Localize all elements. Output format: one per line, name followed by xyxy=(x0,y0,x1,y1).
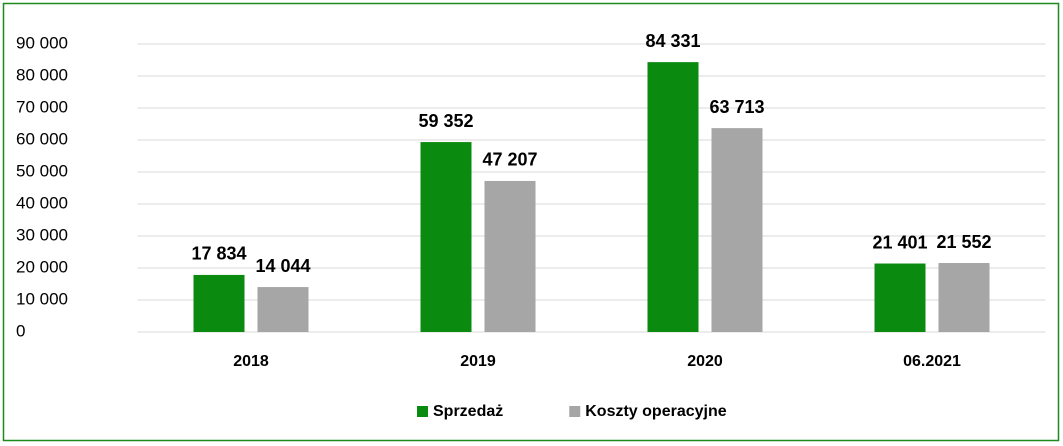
bar xyxy=(484,180,536,332)
legend-swatch xyxy=(569,406,581,417)
y-tick-label: 30 000 xyxy=(16,225,68,244)
y-tick-label: 50 000 xyxy=(16,161,68,180)
data-label: 63 713 xyxy=(709,97,764,117)
y-tick-label: 10 000 xyxy=(16,289,68,308)
data-label: 21 552 xyxy=(936,232,991,252)
data-label: 21 401 xyxy=(872,232,927,252)
data-label: 59 352 xyxy=(418,111,473,131)
y-tick-label: 20 000 xyxy=(16,257,68,276)
y-tick-label: 40 000 xyxy=(16,193,68,212)
y-tick-label: 80 000 xyxy=(16,65,68,84)
y-tick-label: 0 xyxy=(16,321,25,340)
y-tick-label: 60 000 xyxy=(16,129,68,148)
x-tick-label: 2020 xyxy=(687,353,723,370)
y-tick-label: 70 000 xyxy=(16,97,68,116)
x-tick-label: 2018 xyxy=(233,353,269,370)
bar xyxy=(711,128,763,332)
x-tick-label: 2019 xyxy=(460,353,496,370)
bar xyxy=(257,287,309,332)
legend-label: Koszty operacyjne xyxy=(585,403,726,420)
data-label: 47 207 xyxy=(482,150,537,170)
bar xyxy=(420,142,472,332)
data-label: 84 331 xyxy=(645,31,700,51)
legend-label: Sprzedaż xyxy=(433,403,503,420)
data-label: 17 834 xyxy=(191,244,246,264)
legend-swatch xyxy=(417,406,428,417)
x-tick-label: 06.2021 xyxy=(903,353,961,370)
bar xyxy=(647,62,699,332)
bar xyxy=(938,263,990,332)
data-label: 14 044 xyxy=(255,256,310,276)
bar xyxy=(193,274,245,332)
bar xyxy=(874,263,926,332)
y-tick-label: 90 000 xyxy=(16,33,68,52)
